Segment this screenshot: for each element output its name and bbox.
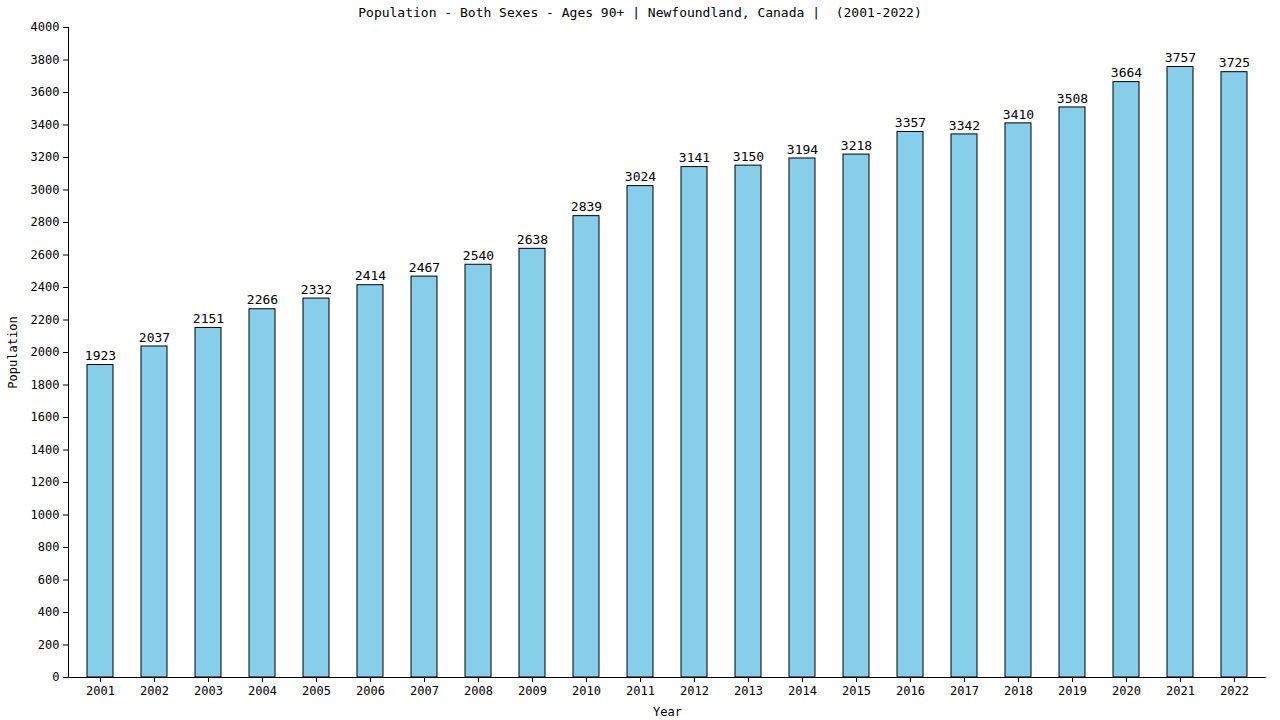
svg-text:Year: Year — [653, 705, 682, 719]
svg-text:2003: 2003 — [194, 684, 223, 698]
svg-text:3218: 3218 — [841, 138, 872, 153]
svg-text:2016: 2016 — [896, 684, 925, 698]
svg-text:2012: 2012 — [680, 684, 709, 698]
svg-text:3200: 3200 — [31, 150, 60, 164]
svg-text:2638: 2638 — [517, 232, 548, 247]
svg-text:2037: 2037 — [139, 330, 170, 345]
svg-text:2002: 2002 — [140, 684, 169, 698]
svg-text:1800: 1800 — [31, 378, 60, 392]
svg-text:1600: 1600 — [31, 410, 60, 424]
svg-text:2014: 2014 — [788, 684, 817, 698]
svg-text:3150: 3150 — [733, 149, 764, 164]
svg-text:2013: 2013 — [734, 684, 763, 698]
svg-text:3342: 3342 — [949, 118, 980, 133]
svg-text:2011: 2011 — [626, 684, 655, 698]
svg-text:2019: 2019 — [1058, 684, 1087, 698]
svg-text:3024: 3024 — [625, 169, 656, 184]
svg-text:Population: Population — [6, 316, 20, 388]
svg-text:2001: 2001 — [86, 684, 115, 698]
svg-text:800: 800 — [38, 540, 60, 554]
svg-text:2200: 2200 — [31, 313, 60, 327]
svg-text:2800: 2800 — [31, 215, 60, 229]
svg-text:3410: 3410 — [1003, 107, 1034, 122]
svg-text:3508: 3508 — [1057, 91, 1088, 106]
svg-text:2006: 2006 — [356, 684, 385, 698]
svg-text:2600: 2600 — [31, 248, 60, 262]
svg-text:400: 400 — [38, 605, 60, 619]
svg-text:2400: 2400 — [31, 280, 60, 294]
svg-text:2000: 2000 — [31, 345, 60, 359]
svg-text:2021: 2021 — [1166, 684, 1195, 698]
svg-text:2010: 2010 — [572, 684, 601, 698]
svg-text:2004: 2004 — [248, 684, 277, 698]
svg-text:3600: 3600 — [31, 85, 60, 99]
svg-text:2266: 2266 — [247, 292, 278, 307]
svg-text:3725: 3725 — [1219, 55, 1250, 70]
svg-text:2017: 2017 — [950, 684, 979, 698]
svg-text:2839: 2839 — [571, 199, 602, 214]
svg-text:1400: 1400 — [31, 443, 60, 457]
svg-text:2022: 2022 — [1220, 684, 1249, 698]
svg-text:4000: 4000 — [31, 22, 60, 34]
svg-text:3141: 3141 — [679, 150, 710, 165]
svg-text:3194: 3194 — [787, 142, 818, 157]
svg-text:3000: 3000 — [31, 183, 60, 197]
svg-text:200: 200 — [38, 638, 60, 652]
svg-text:2332: 2332 — [301, 282, 332, 297]
svg-text:2540: 2540 — [463, 248, 494, 263]
svg-text:2005: 2005 — [302, 684, 331, 698]
svg-text:2008: 2008 — [464, 684, 493, 698]
svg-text:3664: 3664 — [1111, 65, 1142, 80]
svg-text:3800: 3800 — [31, 53, 60, 67]
svg-text:2151: 2151 — [193, 311, 224, 326]
svg-text:3400: 3400 — [31, 118, 60, 132]
svg-text:3757: 3757 — [1165, 50, 1196, 65]
svg-text:2015: 2015 — [842, 684, 871, 698]
svg-text:1000: 1000 — [31, 508, 60, 522]
svg-text:2020: 2020 — [1112, 684, 1141, 698]
svg-text:1923: 1923 — [85, 348, 116, 363]
svg-text:1200: 1200 — [31, 475, 60, 489]
svg-text:0: 0 — [52, 670, 59, 684]
svg-text:2007: 2007 — [410, 684, 439, 698]
svg-text:2018: 2018 — [1004, 684, 1033, 698]
svg-text:600: 600 — [38, 573, 60, 587]
svg-text:3357: 3357 — [895, 115, 926, 130]
svg-text:2009: 2009 — [518, 684, 547, 698]
html-text:Population - Both Sexes - Ages: Population - Both Sexes - Ages 90+ | New… — [358, 5, 922, 20]
svg-text:2467: 2467 — [409, 260, 440, 275]
svg-text:2414: 2414 — [355, 268, 386, 283]
